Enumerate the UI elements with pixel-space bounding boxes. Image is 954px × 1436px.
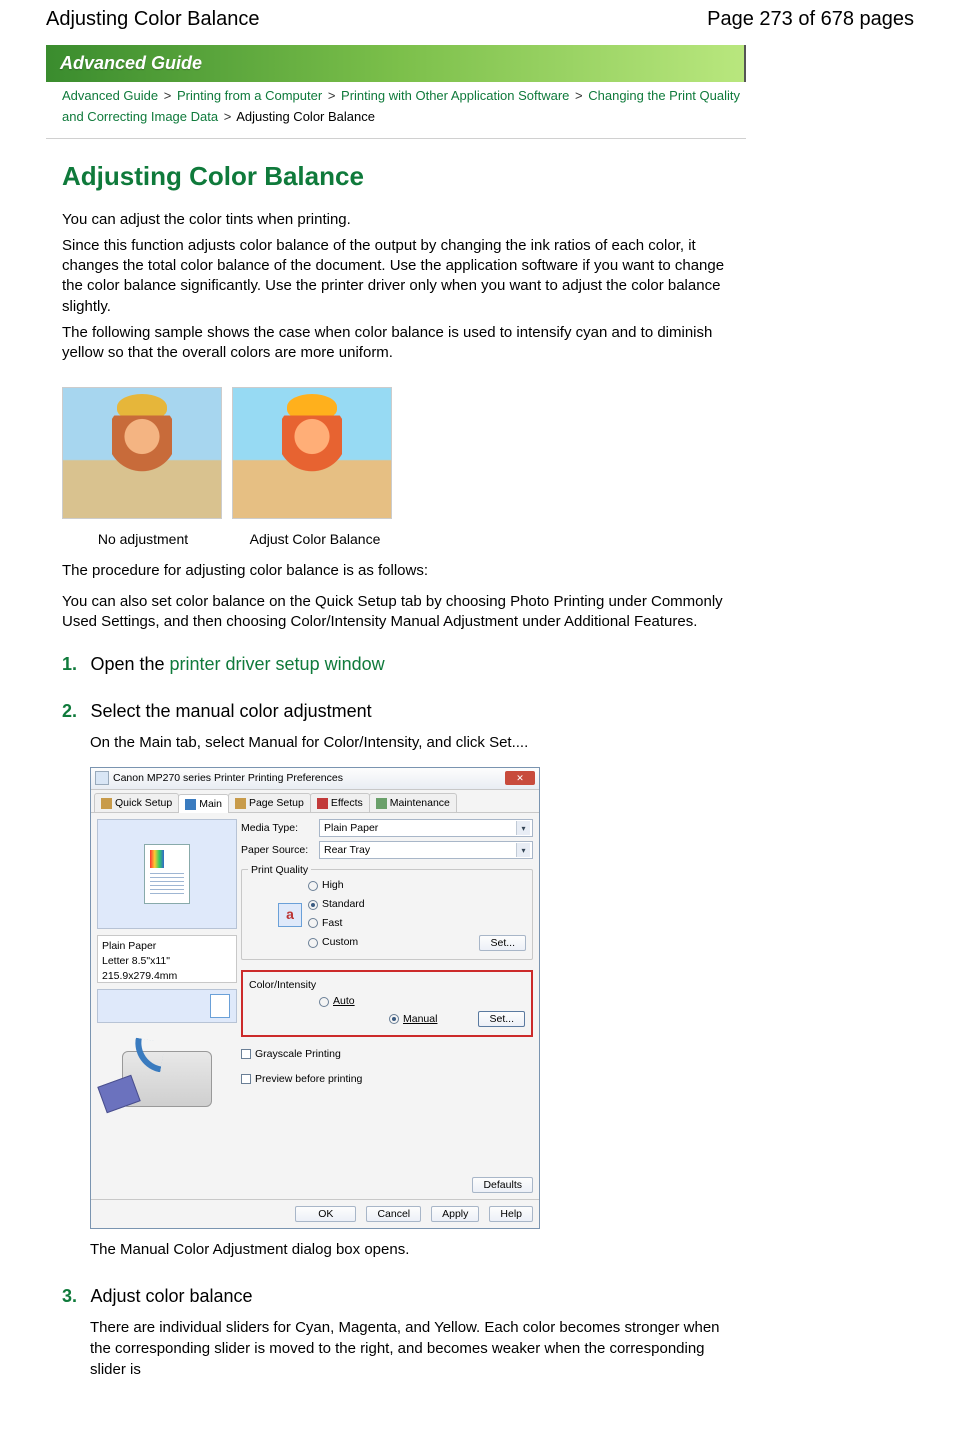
radio-fast[interactable] xyxy=(308,918,318,928)
quality-preview-icon: a xyxy=(278,903,302,927)
guide-banner: Advanced Guide xyxy=(46,45,746,82)
tab-icon xyxy=(376,798,387,809)
intro-para: Since this function adjusts color balanc… xyxy=(62,236,730,317)
step-number: 1. xyxy=(62,654,86,675)
chevron-down-icon: ▾ xyxy=(516,843,530,857)
page-title: Adjusting Color Balance xyxy=(62,161,730,192)
page-indicator: Page 273 of 678 pages xyxy=(707,8,914,31)
grayscale-checkbox[interactable] xyxy=(241,1049,251,1059)
color-intensity-legend: Color/Intensity xyxy=(249,979,316,991)
tab-page-setup[interactable]: Page Setup xyxy=(228,793,311,813)
ok-button[interactable]: OK xyxy=(295,1206,356,1222)
quality-set-button[interactable]: Set... xyxy=(479,935,526,951)
breadcrumb-sep: > xyxy=(575,88,583,103)
radio-standard[interactable] xyxy=(308,900,318,910)
step-body: On the Main tab, select Manual for Color… xyxy=(90,732,730,753)
radio-auto[interactable] xyxy=(319,997,329,1007)
orientation-preview xyxy=(97,989,237,1023)
chevron-down-icon: ▾ xyxy=(516,821,530,835)
apply-button[interactable]: Apply xyxy=(431,1206,479,1222)
intro-para: You can adjust the color tints when prin… xyxy=(62,210,730,230)
sample-image-no-adjust xyxy=(62,387,222,519)
step-title-text: Select the manual color adjustment xyxy=(90,701,371,721)
media-type-label: Media Type: xyxy=(241,821,311,836)
printer-illustration xyxy=(97,1029,237,1129)
step-body: There are individual sliders for Cyan, M… xyxy=(90,1317,730,1380)
print-quality-legend: Print Quality xyxy=(248,863,311,878)
sample-image-adjusted xyxy=(232,387,392,519)
color-set-button[interactable]: Set... xyxy=(478,1011,525,1027)
paper-source-combo[interactable]: Rear Tray▾ xyxy=(319,841,533,859)
close-icon[interactable]: ✕ xyxy=(505,771,535,785)
dialog-titlebar: Canon MP270 series Printer Printing Pref… xyxy=(91,768,539,790)
sample-image-row xyxy=(62,387,730,519)
breadcrumb-link[interactable]: Printing with Other Application Software xyxy=(341,88,569,103)
breadcrumb: Advanced Guide > Printing from a Compute… xyxy=(46,82,746,139)
tab-icon xyxy=(185,799,196,810)
printer-driver-link[interactable]: printer driver setup window xyxy=(170,654,385,674)
intro-para: The following sample shows the case when… xyxy=(62,323,730,364)
tab-icon xyxy=(235,798,246,809)
tab-maintenance[interactable]: Maintenance xyxy=(369,793,457,813)
breadcrumb-link[interactable]: Printing from a Computer xyxy=(177,88,322,103)
dialog-tabs: Quick Setup Main Page Setup Effects Main… xyxy=(91,790,539,814)
breadcrumb-sep: > xyxy=(224,109,232,124)
color-intensity-group: Color/Intensity Auto Manual Set... xyxy=(241,970,533,1037)
step-title-text: Adjust color balance xyxy=(90,1286,252,1306)
radio-high[interactable] xyxy=(308,881,318,891)
breadcrumb-sep: > xyxy=(328,88,336,103)
step-2: 2. Select the manual color adjustment On… xyxy=(62,701,730,1260)
step-title-text: Open the xyxy=(90,654,169,674)
tab-icon xyxy=(101,798,112,809)
dialog-app-icon xyxy=(95,771,109,785)
breadcrumb-link[interactable]: Advanced Guide xyxy=(62,88,158,103)
body-para: The procedure for adjusting color balanc… xyxy=(62,561,730,581)
step-3: 3. Adjust color balance There are indivi… xyxy=(62,1286,730,1380)
cancel-button[interactable]: Cancel xyxy=(366,1206,421,1222)
tab-icon xyxy=(317,798,328,809)
preview-checkbox[interactable] xyxy=(241,1074,251,1084)
breadcrumb-current: Adjusting Color Balance xyxy=(236,109,375,124)
step-1: 1. Open the printer driver setup window xyxy=(62,654,730,675)
step-after-dialog: The Manual Color Adjustment dialog box o… xyxy=(90,1239,730,1260)
tab-main[interactable]: Main xyxy=(178,794,229,814)
dialog-title: Canon MP270 series Printer Printing Pref… xyxy=(113,771,343,786)
sample-caption: Adjust Color Balance xyxy=(234,525,396,561)
radio-custom[interactable] xyxy=(308,938,318,948)
paper-info: Plain Paper Letter 8.5"x11" 215.9x279.4m… xyxy=(97,935,237,983)
help-button[interactable]: Help xyxy=(489,1206,533,1222)
printing-preferences-dialog: Canon MP270 series Printer Printing Pref… xyxy=(90,767,540,1229)
sample-caption: No adjustment xyxy=(62,525,224,561)
tab-effects[interactable]: Effects xyxy=(310,793,370,813)
radio-manual[interactable] xyxy=(389,1014,399,1024)
print-quality-group: Print Quality a High Standard Fast xyxy=(241,869,533,959)
doc-title: Adjusting Color Balance xyxy=(46,8,259,31)
page-preview xyxy=(97,819,237,929)
paper-source-label: Paper Source: xyxy=(241,843,311,858)
media-type-combo[interactable]: Plain Paper▾ xyxy=(319,819,533,837)
step-number: 3. xyxy=(62,1286,86,1307)
breadcrumb-sep: > xyxy=(164,88,172,103)
step-number: 2. xyxy=(62,701,86,722)
defaults-button[interactable]: Defaults xyxy=(472,1177,533,1193)
tab-quick-setup[interactable]: Quick Setup xyxy=(94,793,179,813)
body-para: You can also set color balance on the Qu… xyxy=(62,592,730,633)
